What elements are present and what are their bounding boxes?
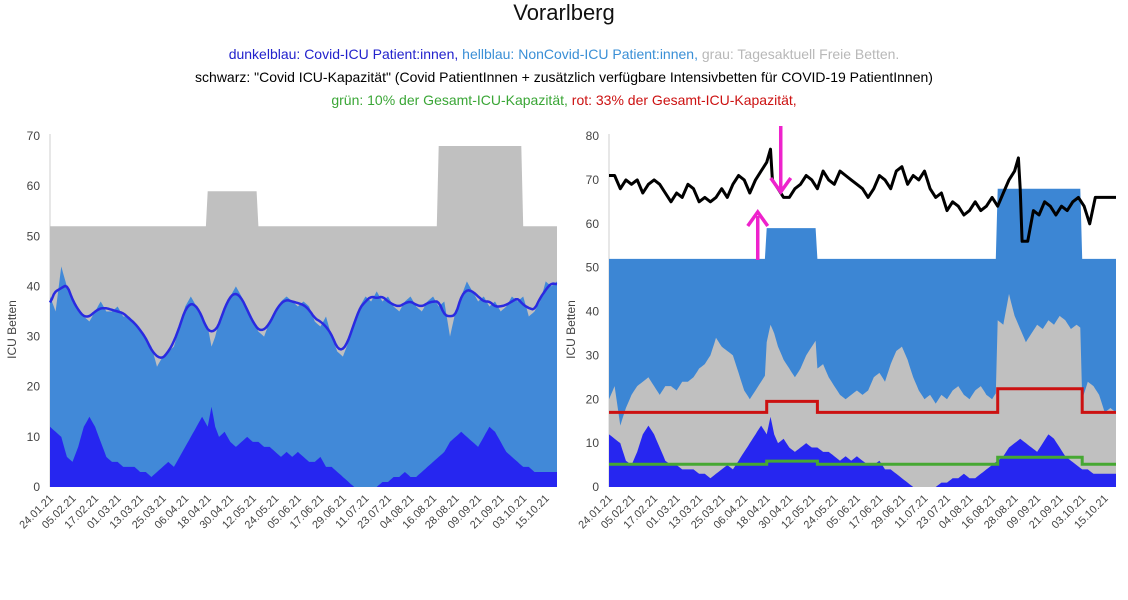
arrow-down-head [769, 176, 793, 196]
y-tick-label: 40 [27, 279, 41, 293]
area-free-beds [609, 293, 1116, 487]
y-tick-label: 10 [586, 436, 600, 450]
y-tick-label: 70 [586, 173, 600, 187]
y-axis-label: ICU Betten [564, 300, 578, 359]
line-smoothed-occupancy [48, 282, 558, 359]
y-tick-label: 60 [586, 217, 600, 231]
legend-line-thresholds: grün: 10% der Gesamt-ICU-Kapazität, rot:… [0, 92, 1128, 108]
legend-segment: , [694, 46, 702, 62]
y-tick-label: 0 [592, 480, 599, 494]
y-tick-label: 0 [33, 480, 40, 494]
legend-line-colors: dunkelblau: Covid-ICU Patient:innen, hel… [0, 46, 1128, 62]
line-red-33pct [609, 387, 1116, 414]
y-tick-label: 20 [586, 392, 600, 406]
y-tick-label: 80 [586, 129, 600, 143]
legend-segment: grau: Tagesaktuell Freie Betten. [701, 46, 900, 62]
y-tick-label: 20 [27, 380, 41, 394]
area-covid [50, 406, 557, 487]
legend-segment: rot: 33% der Gesamt-ICU-Kapazität, [571, 92, 797, 108]
y-tick-label: 50 [586, 261, 600, 275]
legend-segment: hellblau: NonCovid-ICU Patient:innen [462, 46, 695, 62]
area-covid [609, 416, 1116, 487]
y-tick-label: 30 [27, 330, 41, 344]
legend-segment: , [564, 92, 572, 108]
line-covid-capacity [609, 147, 1116, 243]
y-tick-label: 10 [27, 430, 41, 444]
area-noncovid [50, 266, 557, 487]
legend-segment: , [454, 46, 463, 62]
y-axis-label: ICU Betten [5, 300, 19, 359]
legend-segment: dunkelblau: Covid-ICU Patient:innen [228, 46, 455, 62]
line-green-10pct [609, 455, 1116, 466]
legend-segment: grün: 10% der Gesamt-ICU-Kapazität [331, 92, 564, 108]
y-tick-label: 30 [586, 348, 600, 362]
y-tick-label: 60 [27, 179, 41, 193]
legend-line-capacity: schwarz: "Covid ICU-Kapazität" (Covid Pa… [195, 69, 933, 85]
chart-title: Vorarlberg [513, 0, 615, 25]
y-tick-label: 40 [586, 305, 600, 319]
y-tick-label: 50 [27, 229, 41, 243]
y-tick-label: 70 [27, 129, 41, 143]
arrow-up-head [746, 208, 770, 228]
